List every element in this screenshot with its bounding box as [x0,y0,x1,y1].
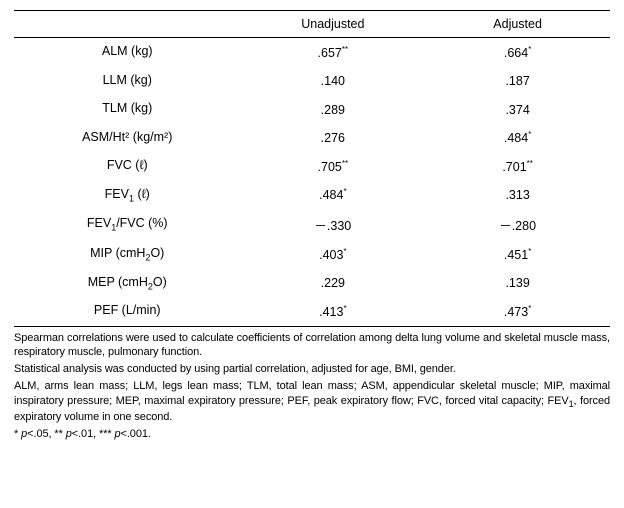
adjusted-value: .451* [425,240,610,269]
adjusted-value: .484* [425,124,610,153]
adjusted-value: .187 [425,67,610,96]
unadjusted-value: －.330 [240,209,425,240]
header-blank [14,11,240,38]
table-header-row: Unadjusted Adjusted [14,11,610,38]
unadjusted-value: .229 [240,269,425,298]
unadjusted-value: .484* [240,181,425,210]
row-label: MEP (cmH2O) [14,269,240,298]
adjusted-value: .139 [425,269,610,298]
row-label: FEV1/FVC (%) [14,209,240,240]
table-row: LLM (kg).140.187 [14,67,610,96]
footnote-line-1: Spearman correlations were used to calcu… [14,331,610,361]
header-adjusted: Adjusted [425,11,610,38]
adjusted-value: －.280 [425,209,610,240]
footnote-significance: * p<.05, ** p<.01, *** p<.001. [14,427,610,442]
unadjusted-value: .140 [240,67,425,96]
table-row: FEV1 (ℓ).484*.313 [14,181,610,210]
row-label: LLM (kg) [14,67,240,96]
adjusted-value: .701** [425,152,610,181]
correlation-table: Unadjusted Adjusted ALM (kg).657**.664*L… [14,10,610,327]
table-row: FEV1/FVC (%)－.330－.280 [14,209,610,240]
row-label: MIP (cmH2O) [14,240,240,269]
adjusted-value: .374 [425,95,610,124]
adjusted-value: .313 [425,181,610,210]
row-label: ALM (kg) [14,38,240,67]
table-row: TLM (kg).289.374 [14,95,610,124]
unadjusted-value: .413* [240,297,425,326]
table-row: PEF (L/min).413*.473* [14,297,610,326]
footnotes: Spearman correlations were used to calcu… [14,327,610,442]
footnote-line-3: ALM, arms lean mass; LLM, legs lean mass… [14,379,610,425]
table-row: FVC (ℓ).705**.701** [14,152,610,181]
unadjusted-value: .276 [240,124,425,153]
header-unadjusted: Unadjusted [240,11,425,38]
adjusted-value: .664* [425,38,610,67]
row-label: TLM (kg) [14,95,240,124]
row-label: FVC (ℓ) [14,152,240,181]
row-label: PEF (L/min) [14,297,240,326]
row-label: FEV1 (ℓ) [14,181,240,210]
footnote-line-2: Statistical analysis was conducted by us… [14,362,610,377]
unadjusted-value: .705** [240,152,425,181]
table-row: ASM/Ht² (kg/m²).276.484* [14,124,610,153]
table-row: MEP (cmH2O).229.139 [14,269,610,298]
row-label: ASM/Ht² (kg/m²) [14,124,240,153]
unadjusted-value: .289 [240,95,425,124]
adjusted-value: .473* [425,297,610,326]
table-row: ALM (kg).657**.664* [14,38,610,67]
unadjusted-value: .403* [240,240,425,269]
table-row: MIP (cmH2O).403*.451* [14,240,610,269]
unadjusted-value: .657** [240,38,425,67]
